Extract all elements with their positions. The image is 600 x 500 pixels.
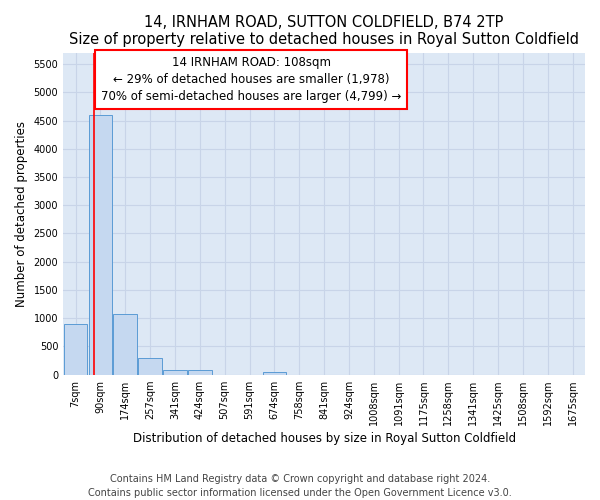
Bar (188, 370, 212, 374)
Title: 14, IRNHAM ROAD, SUTTON COLDFIELD, B74 2TP
Size of property relative to detached: 14, IRNHAM ROAD, SUTTON COLDFIELD, B74 2… (69, 15, 579, 48)
Bar (89, 115, 112, 374)
Text: Contains HM Land Registry data © Crown copyright and database right 2024.
Contai: Contains HM Land Registry data © Crown c… (88, 474, 512, 498)
Y-axis label: Number of detached properties: Number of detached properties (15, 120, 28, 306)
Bar (113, 314, 137, 374)
Text: 14 IRNHAM ROAD: 108sqm
← 29% of detached houses are smaller (1,978)
70% of semi-: 14 IRNHAM ROAD: 108sqm ← 29% of detached… (101, 56, 401, 103)
Bar (64, 324, 88, 374)
X-axis label: Distribution of detached houses by size in Royal Sutton Coldfield: Distribution of detached houses by size … (133, 432, 515, 445)
Bar (263, 372, 286, 374)
Bar (139, 358, 162, 374)
Bar (163, 370, 187, 374)
